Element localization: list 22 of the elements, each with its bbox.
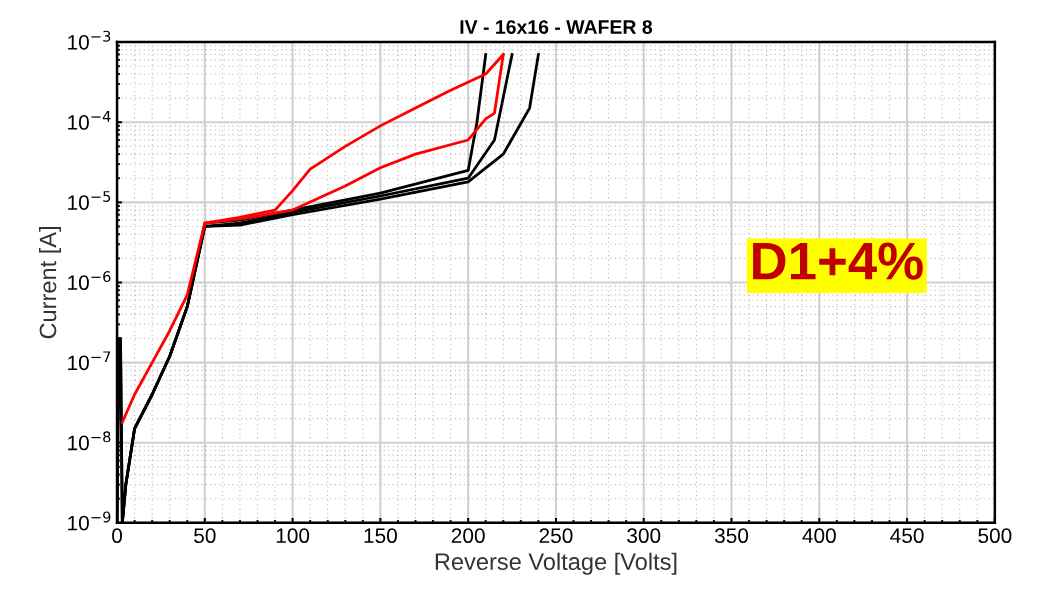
y-tick-label: 10$^{−4}$ — [68, 111, 111, 130]
x-tick-label: 300 — [627, 528, 661, 544]
y-tick-label: 10$^{−3}$ — [68, 30, 111, 50]
x-tick-label: 200 — [451, 528, 485, 544]
x-tick-label: 150 — [364, 528, 397, 544]
x-tick-label: 350 — [714, 528, 749, 544]
x-tick-label: 100 — [276, 528, 310, 544]
x-tick-label: 0 — [112, 528, 123, 544]
x-tick-label: 250 — [539, 528, 573, 544]
y-axis-title: Current [A] — [38, 227, 61, 339]
y-tick-label: 10$^{−8}$ — [68, 431, 111, 451]
x-tick-label: 50 — [194, 528, 216, 544]
x-tick-label: 450 — [890, 528, 924, 544]
y-tick-label: 10$^{−5}$ — [68, 191, 111, 210]
y-tick-label: 10$^{−7}$ — [68, 351, 111, 371]
chart-title: IV - 16x16 - WAFER 8 — [460, 20, 653, 34]
x-tick-label: 400 — [802, 528, 836, 544]
annotation: D1+4% — [753, 242, 923, 280]
x-tick-label: 500 — [978, 528, 1012, 544]
y-tick-label: 10$^{−9}$ — [68, 511, 111, 531]
x-axis-title: Reverse Voltage [Volts] — [435, 552, 677, 575]
y-tick-label: 10$^{−6}$ — [68, 271, 111, 291]
